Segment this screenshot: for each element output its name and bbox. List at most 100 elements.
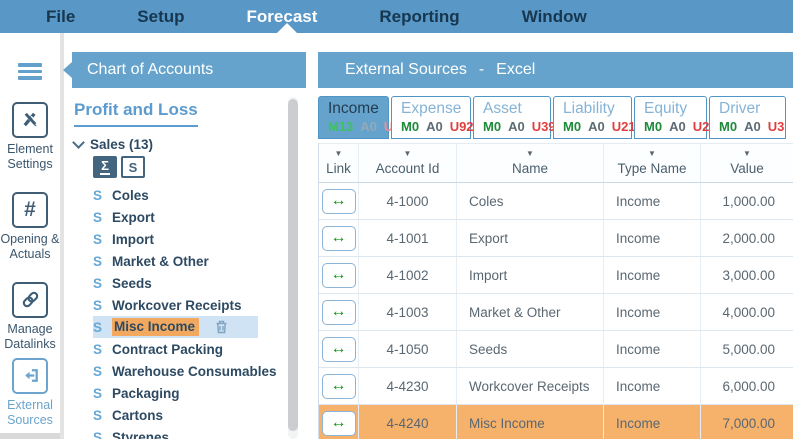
sidebar-item-label: Opening & Actuals [0, 231, 60, 261]
table-row[interactable]: ↔ 4-1000 Coles Income 1,000.00 [319, 183, 793, 220]
tree-toolbar: Σ S [93, 156, 306, 178]
tree-item[interactable]: S Packaging [72, 382, 306, 404]
table-row[interactable]: ↔ 4-4240 Misc Income Income 7,000.00 [319, 405, 793, 439]
name-cell: Export [457, 220, 604, 256]
tab-expense[interactable]: Expense M0 A0 U92 [391, 96, 474, 139]
link-button[interactable]: ↔ [321, 373, 356, 399]
nav-item-reporting[interactable]: Reporting [379, 6, 460, 26]
link-button[interactable]: ↔ [321, 336, 356, 362]
column-label: Type Name [617, 161, 687, 176]
matched-count-badge: M0 [563, 119, 582, 134]
sort-arrow-icon[interactable]: ▼ [334, 149, 343, 158]
tab-income[interactable]: Income M13 A0 U0 [318, 96, 401, 139]
tab-asset[interactable]: Asset M0 A0 U39 [473, 96, 556, 139]
unmatched-count-badge: U21 [611, 119, 636, 134]
link-button[interactable]: ↔ [321, 262, 356, 288]
tree-group-label: Sales (13) [90, 137, 154, 152]
link-button[interactable]: ↔ [321, 225, 356, 251]
sort-arrow-icon[interactable]: ▼ [403, 149, 412, 158]
type-name-cell: Income [604, 405, 701, 439]
table-body: ↔ 4-1000 Coles Income 1,000.00 ↔ 4-1001 … [319, 183, 793, 439]
sum-toggle-button[interactable]: Σ [93, 156, 117, 178]
external-sources-header: External Sources - Excel [318, 52, 793, 88]
table-header-row: ▼ Link ▼ Account Id ▼ Name ▼ Type Name ▼… [319, 144, 793, 183]
name-cell: Coles [457, 183, 604, 219]
link-button[interactable]: ↔ [321, 299, 356, 325]
tree-group-sales[interactable]: Sales (13) [72, 136, 306, 152]
unmatched-count-badge: U39 [531, 119, 556, 134]
nav-item-window[interactable]: Window [521, 6, 587, 26]
hamburger-menu-icon[interactable] [18, 63, 42, 80]
account-type-letter: S [93, 187, 103, 203]
pencil-ruler-icon [12, 101, 48, 138]
tree-item[interactable]: S Seeds [72, 272, 306, 294]
sidebar-bottom-divider [0, 433, 60, 439]
matched-count-badge: M0 [644, 119, 663, 134]
tree-item[interactable]: S Styrenes [72, 426, 306, 439]
link-cell: ↔ [319, 220, 359, 256]
tree-item[interactable]: S Export [72, 206, 306, 228]
sort-arrow-icon[interactable]: ▼ [648, 149, 656, 158]
tree-item-label: Coles [112, 187, 149, 203]
profit-and-loss-heading[interactable]: Profit and Loss [74, 100, 198, 127]
sidebar-item-external-sources[interactable]: External Sources [0, 357, 60, 428]
sort-arrow-icon[interactable]: ▼ [526, 149, 534, 158]
added-count-badge: A0 [669, 119, 686, 134]
account-type-letter: S [93, 363, 103, 379]
column-header-type-name: ▼ Type Name [604, 144, 701, 182]
sidebar-item-label: External Sources [7, 397, 53, 427]
tree-item-label: Contract Packing [112, 341, 224, 357]
tree-item-label: Misc Income [112, 318, 200, 336]
tab-driver[interactable]: Driver M0 A0 U3 [709, 96, 786, 139]
account-type-letter: S [93, 297, 103, 313]
column-header-value: ▼ Value [701, 144, 793, 182]
tree-item[interactable]: S Coles [72, 184, 306, 206]
matched-count-badge: M0 [401, 119, 420, 134]
link-cell: ↔ [319, 183, 359, 219]
tree-item-label: Seeds [112, 275, 152, 291]
tree-scrollbar-track[interactable] [288, 97, 298, 439]
tree-item[interactable]: S Warehouse Consumables [72, 360, 306, 382]
tab-badges: M0 A0 U39 [483, 119, 556, 134]
tab-equity[interactable]: Equity M0 A0 U2 [634, 96, 709, 139]
type-name-cell: Income [604, 331, 701, 367]
trash-icon[interactable] [215, 320, 228, 334]
standard-toggle-button[interactable]: S [121, 156, 145, 178]
table-row[interactable]: ↔ 4-1050 Seeds Income 5,000.00 [319, 331, 793, 368]
nav-item-forecast[interactable]: Forecast [246, 6, 318, 26]
table-row[interactable]: ↔ 4-4230 Workcover Receipts Income 6,000… [319, 368, 793, 405]
unmatched-count-badge: U3 [767, 119, 785, 134]
panel-title: Chart of Accounts [87, 61, 214, 78]
account-type-letter: S [93, 209, 103, 225]
tree-item[interactable]: S Contract Packing [72, 338, 306, 360]
tree-item[interactable]: S Cartons [72, 404, 306, 426]
account-type-letter: S [93, 385, 103, 401]
column-label: Account Id [375, 161, 440, 176]
tree-item[interactable]: S Import [72, 228, 306, 250]
hash-icon: # [12, 191, 48, 228]
tree-item-label: Export [112, 209, 155, 225]
sidebar-item-opening-actuals[interactable]: # Opening & Actuals [0, 191, 60, 262]
account-id-cell: 4-4240 [359, 405, 457, 439]
column-label: Name [511, 161, 548, 176]
value-cell: 5,000.00 [701, 331, 793, 367]
link-button[interactable]: ↔ [321, 410, 356, 436]
tree-scrollbar-thumb[interactable] [288, 99, 298, 431]
tree-item[interactable]: S Workcover Receipts [72, 294, 306, 316]
link-button[interactable]: ↔ [321, 188, 356, 214]
sidebar-item-manage-datalinks[interactable]: Manage Datalinks [0, 281, 60, 352]
tab-liability[interactable]: Liability M0 A0 U21 [553, 96, 636, 139]
chevron-down-icon[interactable] [72, 136, 85, 149]
matched-count-badge: M13 [328, 119, 354, 134]
added-count-badge: A0 [508, 119, 525, 134]
nav-item-file[interactable]: File [46, 6, 76, 26]
table-row[interactable]: ↔ 4-1003 Market & Other Income 4,000.00 [319, 294, 793, 331]
tree-item[interactable]: S Market & Other [72, 250, 306, 272]
tree-item[interactable]: S Misc Income [93, 316, 258, 338]
tree-item-label: Import [112, 231, 154, 247]
table-row[interactable]: ↔ 4-1002 Import Income 3,000.00 [319, 257, 793, 294]
nav-item-setup[interactable]: Setup [137, 6, 185, 26]
sidebar-item-element-settings[interactable]: Element Settings [0, 101, 60, 172]
sort-arrow-icon[interactable]: ▼ [743, 149, 751, 158]
table-row[interactable]: ↔ 4-1001 Export Income 2,000.00 [319, 220, 793, 257]
